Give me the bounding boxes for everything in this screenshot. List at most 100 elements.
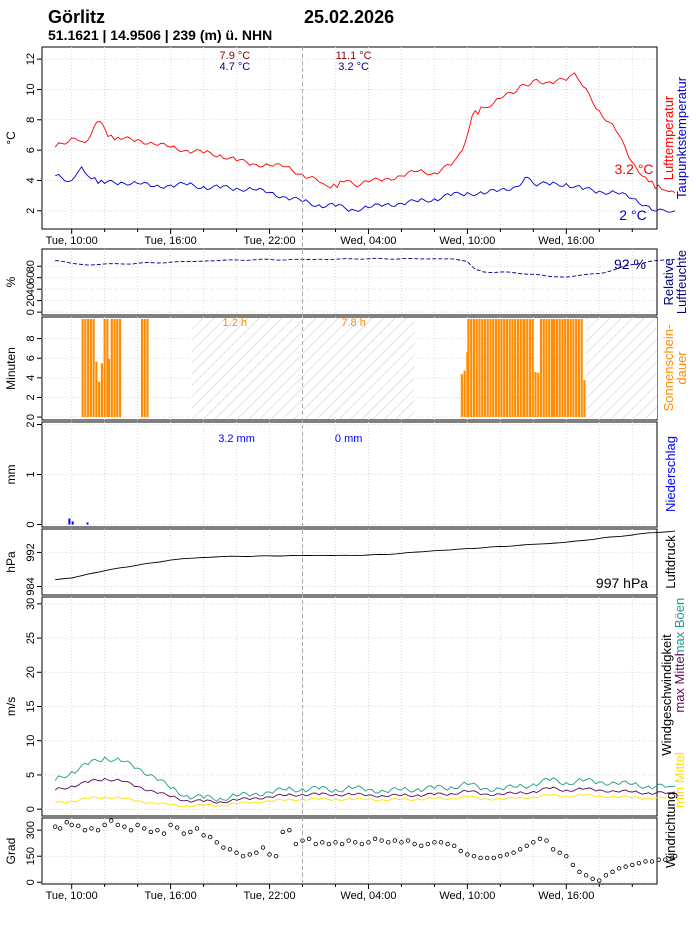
wind-direction-point [478,855,483,861]
night-shading [586,318,657,419]
sunshine-bar [550,318,554,418]
panel-pressure: 984 992 hPa 997 hPa [4,528,676,596]
wind-direction-point [649,859,655,864]
sunshine-bar [545,318,548,418]
sunshine-bar [566,318,570,418]
sunshine-bar [526,318,529,418]
wind-direction-point [293,841,299,847]
sunshine-bar [463,370,466,418]
panel-frame-direction [41,817,658,885]
wind-direction-point [260,845,266,850]
x-tick-label: Tue, 22:00 [243,890,295,902]
y-tick-label: 6 [25,147,37,153]
wind-direction-point [161,831,167,836]
y-tick-label: 20 [25,666,37,678]
y-tick-label: 8 [25,117,37,123]
sunshine-bar [466,352,469,418]
wind-direction-point [366,840,371,845]
y-tick-label: 40 [25,283,37,295]
wind-direction-point [247,852,252,857]
wind-direction-point [636,860,642,866]
pressure-legend-label: Luftdruck [663,535,678,589]
sunshine-legend-label-2: dauer [674,351,689,385]
dewpoint-line [55,165,676,213]
wind-direction-point [672,854,678,859]
sunshine-bar [564,318,567,418]
y-tick-label: 0 [25,414,37,420]
wind-direction-point [484,855,490,861]
sunshine-bar [143,318,146,418]
precipitation-bar [71,521,74,525]
sunshine-bar [534,371,537,418]
wind-direction-point [214,840,219,845]
sunshine-bar [497,318,500,418]
temperature-annotation: 7.9 °C [220,50,251,62]
sunshine-bar [531,318,534,418]
sunshine-bar [537,372,540,418]
sunshine-bar [528,318,532,418]
y-tick-label: 150 [25,847,37,865]
wind-direction-point [465,852,470,857]
wind-direction-point [590,876,595,881]
wind-direction-point [451,843,457,848]
wind-direction-point [537,836,543,842]
sunshine-bar [505,318,509,418]
wind-direction-point [669,855,675,861]
wind-direction-point [168,822,173,828]
wind-direction-point [339,841,345,847]
y-tick-label: 12 [25,53,37,65]
wind-speed-legend-label: Windgeschwindigkeit [659,634,674,756]
sunshine-bar [558,318,561,418]
sunshine-annotation: 1.2 h [223,317,247,329]
sunshine-bar [503,318,506,418]
y-axis-label: mm [4,465,18,485]
wind-direction-point [557,850,562,855]
wind-direction-point [273,854,279,859]
precipitation-bar [86,522,89,525]
x-tick-label: Wed, 16:00 [538,235,594,247]
wind-direction-point [181,831,186,836]
x-tick-label: Tue, 16:00 [145,890,197,902]
wind-direction-legend-label: Windrichtung [663,792,678,868]
wind-direction-point [656,857,661,862]
sunshine-bar [492,318,495,418]
sunshine-bar [472,318,476,418]
wind-direction-point [142,826,147,831]
humidity-legend-label-2: Luftfeuchte [674,250,689,314]
y-axis-label: hPa [4,551,18,573]
temperature-annotation: 11.1 °C [336,50,372,62]
wind-direction-point [326,841,332,847]
x-tick-label: Tue, 10:00 [46,235,98,247]
sunshine-bar [523,318,526,418]
panel-precipitation: 0 1 2 mm 3.2 mm 0 mm [4,421,658,528]
wind-max-mean-legend-label: max Mittel [672,653,687,712]
wind-direction-point [432,840,437,845]
sunshine-legend-label: Sonnenschein- [661,325,676,412]
wind-direction-point [234,850,239,855]
wind-direction-point [663,857,668,862]
y-tick-label: 5 [25,772,37,778]
wind-direction-point [438,840,444,845]
wind-direction-point [471,854,477,859]
sunshine-bar [98,381,101,418]
wind-direction-point [610,869,615,875]
sunshine-bar [483,318,487,418]
sunshine-bar [116,318,119,418]
sunshine-bar [113,318,116,418]
y-tick-label: 80 [25,260,37,272]
panel-frame-humidity [41,248,658,316]
sunshine-bar [84,318,87,418]
sunshine-bar [481,318,484,418]
last-humidity-label: 92 % [614,256,646,272]
wind-direction-point [504,852,510,857]
wind-direction-point [550,847,556,852]
wind-gust-line [54,756,676,802]
wind-direction-point [52,824,58,829]
wind-direction-point [412,841,417,847]
x-tick-label: Tue, 16:00 [145,235,197,247]
sunshine-bar [110,318,113,418]
sunshine-bar [522,318,525,418]
wind-direction-point [320,840,325,845]
humidity-legend-label: Relative [661,259,676,306]
